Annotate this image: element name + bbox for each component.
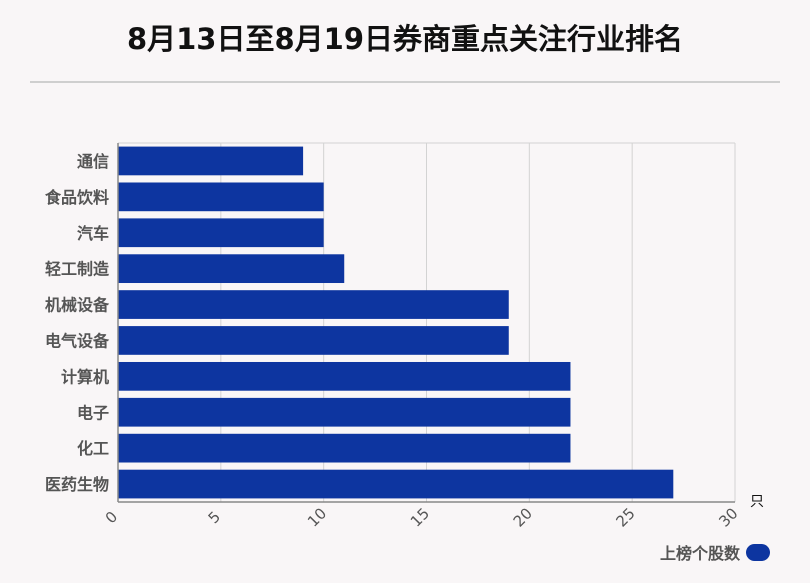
y-category-label: 通信 [77,152,109,171]
bar [118,469,674,499]
x-axis-unit: 只 [750,494,764,510]
legend-swatch [746,543,770,561]
y-category-label: 食品饮料 [44,188,109,207]
x-tick-label: 10 [304,504,330,530]
axes [117,143,735,503]
bar [118,290,509,319]
y-category-label: 电气设备 [45,331,110,350]
chart-title: 8月13日至8月19日券商重点关注行业排名 [126,22,684,56]
legend-label: 上榜个股数 [659,544,740,563]
x-tick-label: 0 [102,508,121,527]
x-tick-label: 5 [205,508,224,527]
bar [118,397,571,427]
y-category-label: 汽车 [77,224,109,243]
x-tick-label: 25 [613,504,639,530]
y-category-label: 轻工制造 [45,260,110,279]
legend: 上榜个股数 [660,540,770,564]
title-divider [30,81,780,83]
y-category-label: 机械设备 [45,296,110,315]
bar [118,182,324,212]
bars [118,146,674,499]
y-category-label: 化工 [77,439,109,458]
y-category-label: 医药生物 [45,475,109,494]
x-tick-label: 30 [715,504,741,530]
x-tick-label: 15 [407,504,433,530]
x-tick-label: 20 [510,504,536,530]
y-category-label: 电子 [77,403,109,422]
bar [118,326,509,355]
bar [118,433,571,463]
bar [118,361,571,391]
bar [118,254,345,284]
bar [118,146,304,176]
bar [118,218,324,248]
y-category-label: 计算机 [61,367,109,386]
